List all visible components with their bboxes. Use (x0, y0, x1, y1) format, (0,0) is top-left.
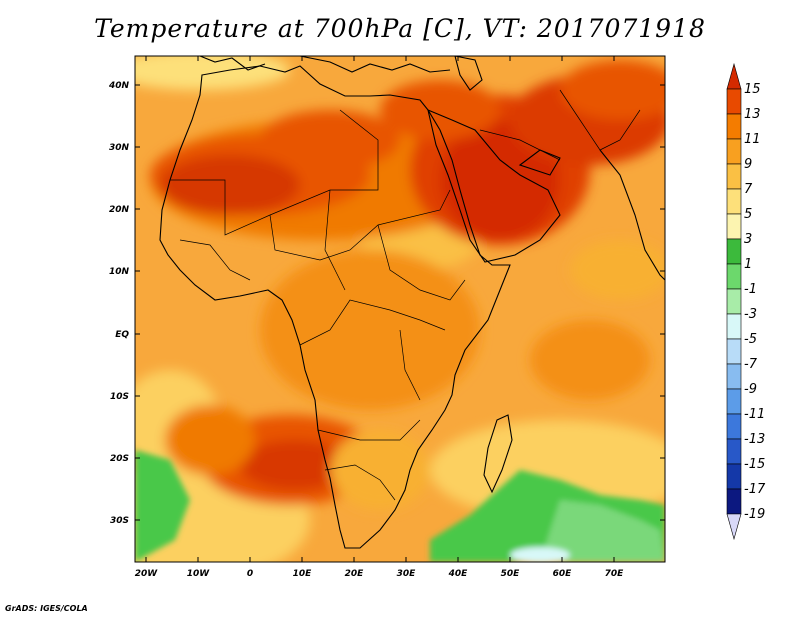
colorbar-label: -11 (744, 407, 765, 422)
colorbar-segment (726, 313, 742, 340)
colorbar-label: 1 (744, 257, 752, 272)
colorbar-segment (726, 238, 742, 265)
lat-label: EQ (115, 330, 129, 340)
colorbar-label: -19 (744, 507, 765, 522)
colorbar-label: 15 (744, 82, 761, 97)
lat-label: 20S (110, 454, 129, 464)
colorbar-label: 13 (744, 107, 761, 122)
lon-label: 40E (448, 569, 469, 579)
colorbar-segment (726, 138, 742, 165)
colorbar-label: 3 (744, 232, 752, 247)
colorbar-segment (726, 463, 742, 490)
map-title: Temperature at 700hPa [C], VT: 201707191… (94, 14, 706, 43)
colorbar-label: -3 (744, 307, 757, 322)
lon-label: 70E (605, 569, 625, 579)
lon-label: 20E (345, 569, 365, 579)
grads-credit: GrADS: IGES/COLA (5, 604, 88, 613)
colorbar-segment (726, 413, 742, 440)
map-frame (134, 55, 666, 563)
colorbar-segment (726, 113, 742, 140)
colorbar-label: 9 (744, 157, 752, 172)
colorbar-segment (726, 363, 742, 390)
colorbar-top-arrow (726, 62, 742, 90)
colorbar-label: 7 (744, 182, 753, 197)
colorbar-bottom-arrow (726, 513, 742, 541)
colorbar: 15 13 11 9 7 5 3 1 -1 -3 -5 -7 -9 -11 -1… (726, 62, 766, 541)
colorbar-segment (726, 163, 742, 190)
lat-label: 30N (109, 143, 130, 153)
colorbar-label: 11 (744, 132, 761, 147)
colorbar-label: -5 (744, 332, 757, 347)
colorbar-segment (726, 488, 742, 515)
lon-label: 0 (247, 569, 253, 579)
colorbar-label: 5 (744, 207, 752, 222)
temperature-field (135, 56, 665, 562)
colorbar-label: -13 (744, 432, 765, 447)
colorbar-segment (726, 388, 742, 415)
colorbar-label: -1 (744, 282, 757, 297)
colorbar-label: -9 (744, 382, 757, 397)
colorbar-label: -15 (744, 457, 765, 472)
colorbar-segment (726, 438, 742, 465)
lon-label: 10E (293, 569, 313, 579)
colorbar-segment (726, 88, 742, 115)
lat-label: 20N (109, 205, 130, 215)
colorbar-segment (726, 213, 742, 240)
colorbar-segment (726, 188, 742, 215)
lon-label: 30E (397, 569, 417, 579)
lat-axis: 40N 30N 20N 10N EQ 10S 20S 30S (108, 81, 665, 526)
lon-label: 50E (501, 569, 521, 579)
lat-label: 10S (110, 392, 129, 402)
colorbar-segment (726, 263, 742, 290)
lon-axis: 20W 10W 0 10E 20E 30E 40E 50E 60E 70E (135, 56, 624, 579)
lon-label: 60E (553, 569, 573, 579)
lon-label: 20W (135, 569, 159, 579)
colorbar-label: -7 (744, 357, 758, 372)
country-borders (170, 89, 641, 501)
lat-label: 10N (109, 267, 130, 277)
colorbar-labels: 15 13 11 9 7 5 3 1 -1 -3 -5 -7 -9 -11 -1… (744, 82, 766, 522)
colorbar-label: -17 (744, 482, 766, 497)
lat-label: 40N (108, 81, 130, 91)
coastlines (159, 56, 665, 549)
lat-label: 30S (110, 516, 129, 526)
colorbar-segment (726, 338, 742, 365)
colorbar-segment (726, 288, 742, 315)
colorbar-segments (726, 62, 742, 541)
lon-label: 10W (187, 569, 211, 579)
